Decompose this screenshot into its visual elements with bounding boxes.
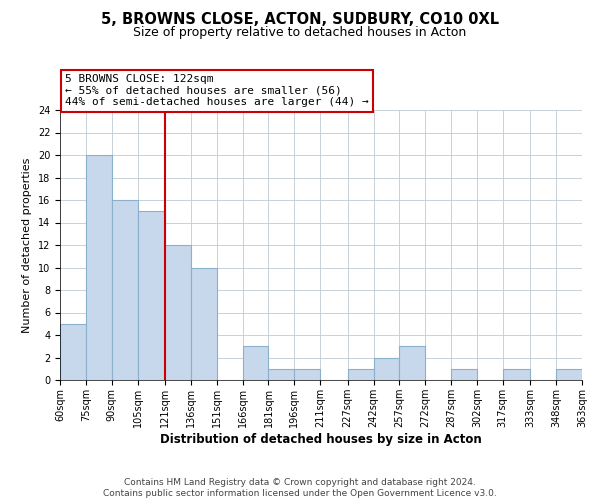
Bar	[400, 346, 425, 380]
Bar	[242, 346, 268, 380]
Bar	[374, 358, 400, 380]
Bar	[268, 369, 294, 380]
Bar	[556, 369, 582, 380]
Bar	[86, 155, 112, 380]
Bar	[112, 200, 137, 380]
X-axis label: Distribution of detached houses by size in Acton: Distribution of detached houses by size …	[160, 432, 482, 446]
Text: Contains HM Land Registry data © Crown copyright and database right 2024.
Contai: Contains HM Land Registry data © Crown c…	[103, 478, 497, 498]
Bar	[165, 245, 191, 380]
Bar	[503, 369, 530, 380]
Bar	[294, 369, 320, 380]
Bar	[191, 268, 217, 380]
Bar	[348, 369, 374, 380]
Bar	[60, 324, 86, 380]
Text: Size of property relative to detached houses in Acton: Size of property relative to detached ho…	[133, 26, 467, 39]
Bar	[137, 211, 165, 380]
Bar	[451, 369, 477, 380]
Text: 5 BROWNS CLOSE: 122sqm
← 55% of detached houses are smaller (56)
44% of semi-det: 5 BROWNS CLOSE: 122sqm ← 55% of detached…	[65, 74, 369, 108]
Text: 5, BROWNS CLOSE, ACTON, SUDBURY, CO10 0XL: 5, BROWNS CLOSE, ACTON, SUDBURY, CO10 0X…	[101, 12, 499, 28]
Y-axis label: Number of detached properties: Number of detached properties	[22, 158, 32, 332]
